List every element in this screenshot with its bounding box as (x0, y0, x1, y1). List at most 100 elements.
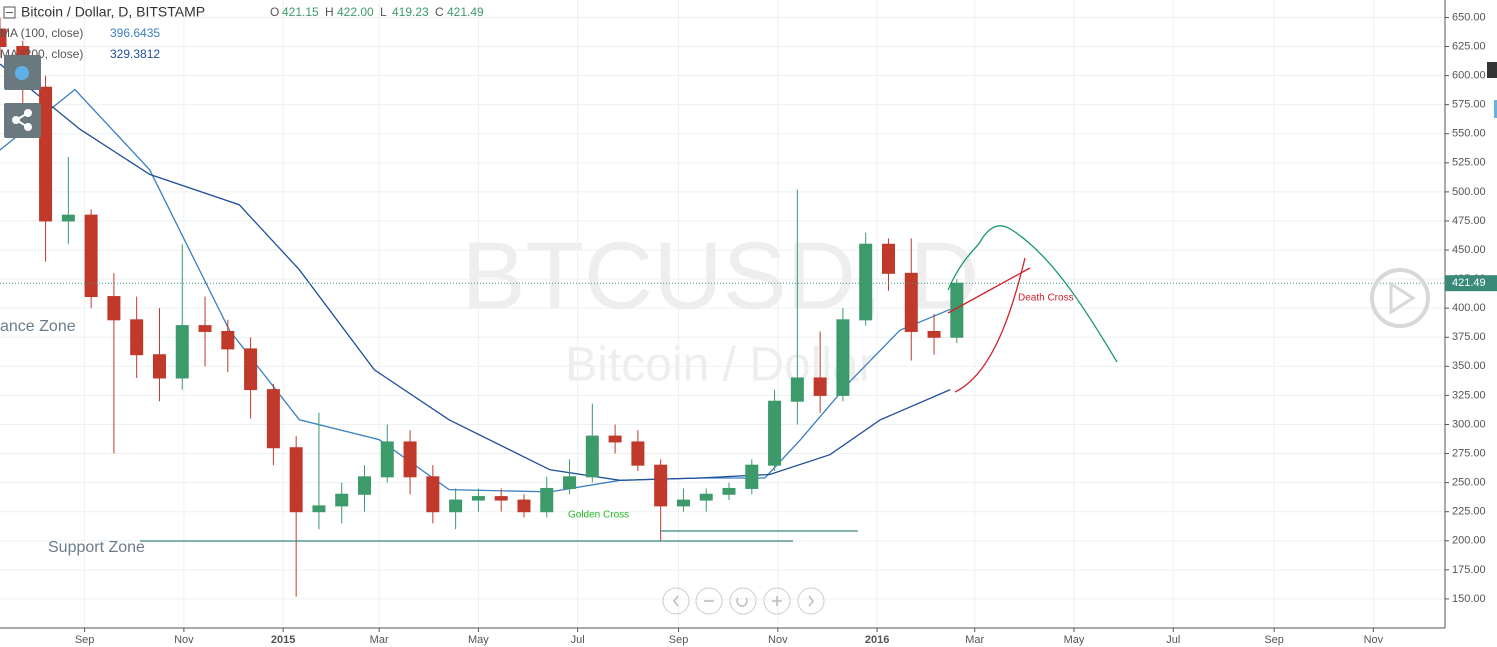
candle-body (61, 214, 75, 222)
last-price-label: 421.49 (1452, 277, 1486, 289)
candle-body (859, 243, 873, 321)
play-button[interactable] (1370, 268, 1430, 328)
annotation: Support Zone (48, 539, 145, 556)
side-panel[interactable] (1494, 100, 1497, 118)
x-tick-label: Sep (75, 634, 95, 646)
candle-body (836, 319, 850, 396)
candle-body (130, 319, 144, 356)
candle-body (244, 348, 258, 391)
last-price-tag (1445, 275, 1497, 292)
legend-name: MA (100, close) (0, 26, 83, 40)
axes: 150.00 175.00 200.00 225.00 250.00 275.00 300.… (75, 11, 1497, 646)
grid (0, 0, 1445, 628)
quote-key: C (435, 5, 444, 19)
zoom-out[interactable] (695, 587, 723, 615)
share-icon (12, 109, 32, 131)
icon (15, 66, 29, 80)
collapse-icon[interactable] (3, 6, 16, 19)
candle-body (517, 499, 531, 513)
watermark: BTCUSD, D (461, 222, 978, 329)
candle-body (221, 330, 235, 350)
share-button[interactable] (4, 103, 41, 138)
candle-body (722, 487, 736, 495)
zoom-in[interactable] (763, 587, 791, 615)
candle-body (699, 493, 713, 501)
y-tick-label: 375.00 (1452, 331, 1486, 343)
y-tick-label: 625.00 (1452, 40, 1486, 52)
y-tick-label: 525.00 (1452, 157, 1486, 169)
y-tick-label: 325.00 (1452, 389, 1486, 401)
candle-body (881, 243, 895, 274)
projection-curve (954, 257, 1026, 393)
candle-body (335, 493, 349, 507)
y-tick-label: 275.00 (1452, 447, 1486, 459)
x-tick-label: May (1064, 634, 1085, 646)
x-tick-label: 2016 (865, 634, 889, 646)
candle-body (403, 441, 417, 478)
x-tick-label: Nov (174, 634, 194, 646)
y-tick-label: 175.00 (1452, 564, 1486, 576)
candle-body (927, 330, 941, 338)
y-tick-label: 575.00 (1452, 99, 1486, 111)
candle-body (790, 377, 804, 402)
candle-body (289, 447, 303, 513)
scroll-left[interactable] (662, 587, 690, 615)
quote-value: 421.49 (447, 5, 484, 19)
candle-body (540, 487, 554, 513)
y-tick-label: 300.00 (1452, 418, 1486, 430)
candle-body (152, 354, 166, 379)
annotation: ance Zone (0, 318, 76, 335)
x-tick-label: Sep (669, 634, 689, 646)
projection-curve (947, 225, 1118, 363)
x-tick-label: Nov (768, 634, 788, 646)
x-tick-label: Mar (370, 634, 389, 646)
play-icon (1389, 281, 1416, 315)
quote-key: H (325, 5, 334, 19)
y-tick-label: 450.00 (1452, 244, 1486, 256)
candle-body (426, 476, 440, 513)
candle-body (449, 499, 463, 513)
watermark: Bitcoin / Dollar (565, 339, 874, 392)
candle-body (654, 464, 668, 507)
side-panel[interactable] (1487, 62, 1497, 78)
candle-body (494, 496, 508, 501)
x-tick-label: Jul (1166, 634, 1180, 646)
annotation: Death Cross (1018, 293, 1074, 304)
y-tick-label: 150.00 (1452, 593, 1486, 605)
reset[interactable] (729, 587, 757, 615)
zoom-controls (662, 587, 825, 615)
y-tick-label: 600.00 (1452, 69, 1486, 81)
candle-body (585, 435, 599, 478)
y-tick-label: 650.00 (1452, 11, 1486, 23)
candle-body (266, 389, 280, 449)
candle-body (175, 325, 189, 379)
candle-body (198, 325, 212, 332)
x-tick-label: Nov (1364, 634, 1384, 646)
quote-value: 419.23 (392, 5, 429, 19)
annotation: Golden Cross (568, 510, 629, 521)
candle-body (563, 476, 577, 489)
legend-value: 329.3812 (110, 47, 160, 61)
candle-body (813, 377, 827, 396)
candle-body (312, 505, 326, 513)
x-tick-label: Sep (1264, 634, 1284, 646)
y-tick-label: 475.00 (1452, 215, 1486, 227)
candle-body (84, 214, 98, 298)
candle-body (745, 464, 759, 489)
quote-value: 422.00 (337, 5, 374, 19)
y-tick-label: 400.00 (1452, 302, 1486, 314)
legend-value: 396.6435 (110, 26, 160, 40)
quote: O 421.15 H 422.00 L 419.23 C 421.49 (270, 5, 484, 19)
quote-value: 421.15 (282, 5, 319, 19)
candle-body (768, 400, 782, 466)
candle-body (39, 86, 53, 222)
candle-body (0, 28, 7, 48)
candle-body (904, 272, 918, 332)
y-tick-label: 350.00 (1452, 360, 1486, 372)
candle-body (676, 499, 690, 507)
candle-body (631, 441, 645, 466)
candle-body (608, 435, 622, 443)
symbol-title: Bitcoin / Dollar, D, BITSTAMP (21, 4, 205, 20)
scroll-right[interactable] (797, 587, 825, 615)
